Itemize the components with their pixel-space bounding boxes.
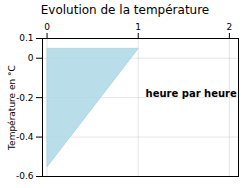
svg-text:0.1: 0.1 — [19, 33, 33, 43]
svg-text:-0.2: -0.2 — [16, 93, 34, 103]
svg-text:-0.6: -0.6 — [16, 171, 34, 181]
svg-text:Température en °C: Température en °C — [7, 65, 17, 151]
svg-text:2: 2 — [227, 22, 233, 32]
html-text:Evolution de la température: Evolution de la température — [40, 3, 210, 17]
svg-text:-0.4: -0.4 — [16, 132, 34, 142]
svg-text:0: 0 — [44, 22, 50, 32]
svg-text:1: 1 — [135, 22, 141, 32]
svg-text:0: 0 — [28, 53, 34, 63]
svg-text:heure par heure: heure par heure — [146, 88, 237, 99]
